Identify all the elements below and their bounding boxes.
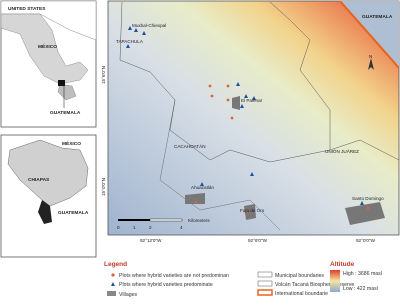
legend-item: Municipal boundaries [275,273,324,279]
inset-top: UNITED STATES MÉXICO GUATEMALA [0,0,97,128]
legend: Legend Plots where hybrid varieties are … [104,261,382,298]
place: CACAHOATÁN [174,143,206,149]
place: TAPACHULA [116,39,144,44]
legend-item: International boundarie [275,291,328,297]
label: CHIAPAS [28,177,50,183]
plot-markers [194,84,370,214]
legend-item: Villages [119,292,137,298]
place: Faja de Oro [240,208,265,213]
place: UNIÓN JUÁREZ [325,148,359,154]
altitude-low: Low : 422 masl [343,286,378,292]
place: El Palenar [241,98,263,103]
scale-tick: 1 [133,225,136,230]
lon-label: 92°12'0"W [140,238,162,243]
lon-label: 92°0'0"W [356,238,376,243]
scale-tick: 4 [180,225,183,230]
legend-title: Legend [104,261,127,268]
inset-bottom: MÉXICO CHIAPAS GUATEMALA [0,134,97,258]
label: GUATEMALA [50,110,81,116]
lon-label: 92°6'0"W [248,238,268,243]
altitude-title: Altitude [330,261,355,268]
label: GUATEMALA [362,14,393,20]
scale-unit: Kilometers [188,218,210,223]
north-arrow [368,58,374,70]
legend-item: Volcán Tacaná Biosphere Reserve [275,282,354,288]
place: Ahuacatlán [191,185,214,190]
place: Muxbal-Chiexpal [132,23,166,28]
altitude-high: High : 3686 masl [343,271,382,277]
main-map: GUATEMALA Muxbal-Chiexpal TAPACHULA El P… [107,0,400,236]
legend-item: Plots where hybrid varieties are not pre… [119,273,229,279]
scale-tick: 2 [149,225,152,230]
lat-label: 15°0'0"N [101,178,106,196]
legend-item: Plots where hybrid varieties predominate [119,282,213,288]
north: N [369,54,372,59]
label: MÉXICO [62,139,81,147]
scale-tick: 0 [117,225,120,230]
lat-label: 15°6'0"N [101,66,106,84]
label: MÉXICO [38,42,57,50]
label: GUATEMALA [58,210,89,216]
place: Santo Domingo [352,196,384,201]
label: UNITED STATES [8,6,46,12]
